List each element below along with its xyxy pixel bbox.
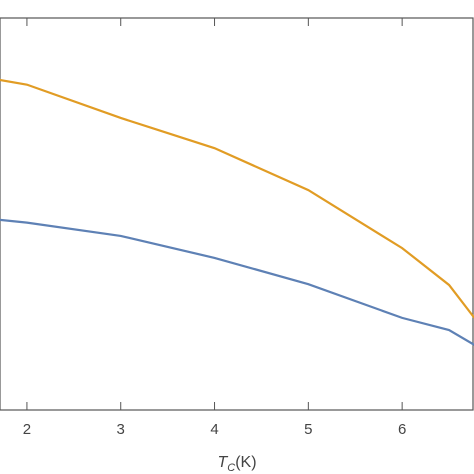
- series-line: [0, 78, 474, 319]
- x-tick-label: 4: [210, 421, 218, 438]
- x-tick-label: 5: [304, 421, 312, 438]
- x-tick-label: 2: [23, 421, 31, 438]
- x-label-sub: C: [227, 462, 235, 474]
- x-label-main: T: [217, 454, 228, 471]
- x-axis-label: TC(K): [217, 454, 256, 474]
- x-label-unit: (K): [235, 454, 256, 471]
- x-tick-label: 3: [117, 421, 125, 438]
- plot-frame: [0, 17, 474, 411]
- x-tick-label: 6: [398, 421, 406, 438]
- series-line: [0, 218, 474, 346]
